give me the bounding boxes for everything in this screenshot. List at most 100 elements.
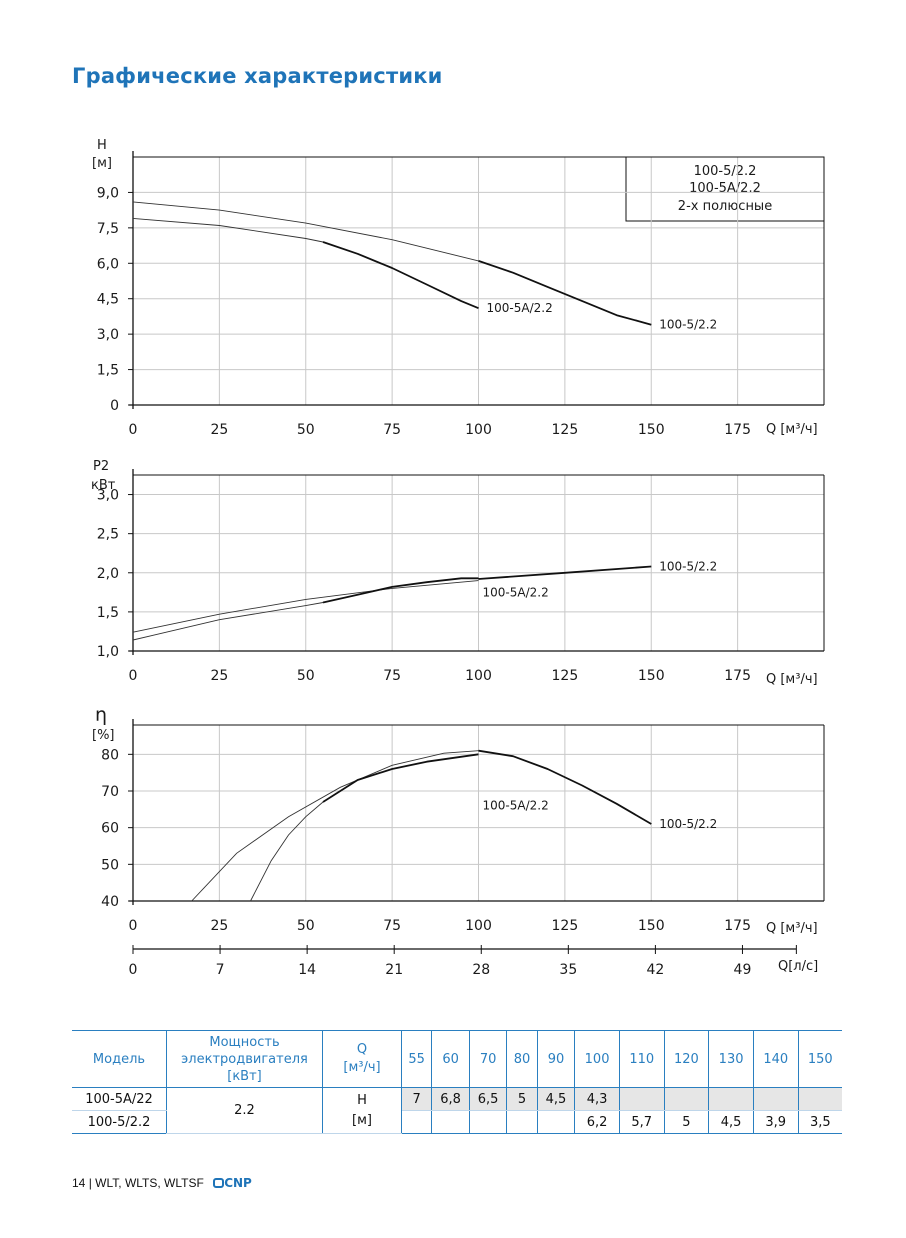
efficiency-chart: η [%] Q [м³/ч] Q[л/с] 0 25 50 75 100 125 150 17… <box>92 704 825 978</box>
head-legend-line-3: 2-х полюсные <box>678 199 772 214</box>
table-cell <box>619 1087 665 1111</box>
table-cell <box>431 1110 470 1134</box>
power-y-label: P2 <box>93 459 109 474</box>
x-tick-label: 150 <box>638 422 665 435</box>
header-flow-line-2: [м³/ч] <box>343 1060 381 1075</box>
table-cell: 4,3 <box>574 1087 620 1111</box>
series-curve <box>478 749 652 825</box>
x-tick-label: 100 <box>465 668 492 684</box>
footer-series: WLT, WLTS, WLTSF <box>95 1176 204 1190</box>
x-tick-label: 125 <box>552 422 579 435</box>
page-title: Графические характеристики <box>72 64 443 88</box>
footer-separator: | <box>88 1176 92 1190</box>
y-tick-label: 6,0 <box>97 256 119 272</box>
table-cell: 6,2 <box>574 1110 620 1134</box>
performance-table: Модель Мощность электродвигателя [кВт] Q… <box>72 1030 842 1134</box>
table-cell <box>401 1110 433 1134</box>
x-tick-label: 150 <box>638 918 665 934</box>
secondary-tick-label: 0 <box>129 962 138 978</box>
eff-secondary-x-label: Q[л/с] <box>778 959 818 974</box>
table-cell: 5 <box>506 1087 538 1111</box>
header-flow: Q [м³/ч] <box>322 1030 402 1088</box>
y-tick-label: 50 <box>101 857 119 873</box>
x-tick-label: 175 <box>724 668 751 684</box>
series-curve-thin <box>132 580 479 633</box>
y-tick-label: 1,5 <box>97 605 119 621</box>
secondary-tick-label: 7 <box>216 962 225 978</box>
header-power: Мощность электродвигателя [кВт] <box>166 1030 323 1088</box>
flow-col-header: 120 <box>664 1030 710 1088</box>
y-tick-label: 3,0 <box>97 488 119 504</box>
table-row: 100-5/2.2 6,2 5,7 5 4,5 3,9 3,5 <box>72 1110 842 1134</box>
series-curve-thin <box>132 201 479 262</box>
table-cell <box>506 1110 538 1134</box>
series-label: 100-5A/2.2 <box>483 585 549 599</box>
table-cell: 7 <box>401 1087 433 1111</box>
row-model: 100-5/2.2 <box>72 1110 167 1134</box>
table-header-row: Модель Мощность электродвигателя [кВт] Q… <box>72 1030 842 1088</box>
secondary-tick-label: 42 <box>646 962 664 978</box>
x-tick-label: 175 <box>724 422 751 435</box>
x-tick-label: 100 <box>465 918 492 934</box>
secondary-tick-label: 21 <box>385 962 403 978</box>
flow-col-header: 130 <box>708 1030 754 1088</box>
y-tick-label: 3,0 <box>97 327 119 343</box>
cnp-logo-icon <box>213 1178 225 1188</box>
header-power-line-2: электродвигателя <box>181 1051 308 1067</box>
table-cell <box>537 1110 576 1134</box>
y-tick-label: 1,5 <box>97 363 119 379</box>
table-cell <box>664 1087 710 1111</box>
series-label: 100-5A/2.2 <box>487 301 553 315</box>
flow-col-header: 140 <box>753 1030 799 1088</box>
table-row: 100-5A/22 2.2 H [м] 7 6,8 6,5 5 4,5 4,3 <box>72 1087 842 1134</box>
x-tick-label: 50 <box>297 918 315 934</box>
flow-col-header: 150 <box>798 1030 842 1088</box>
y-tick-label: 9,0 <box>97 185 119 201</box>
x-tick-label: 150 <box>638 668 665 684</box>
table-cell <box>798 1087 842 1111</box>
flow-col-header: 55 <box>401 1030 433 1088</box>
series-curve <box>322 577 479 604</box>
y-tick-label: 60 <box>101 821 119 837</box>
flow-col-header: 70 <box>469 1030 508 1088</box>
table-cell: 5 <box>664 1110 710 1134</box>
param-line-2: [м] <box>352 1112 372 1128</box>
x-tick-label: 50 <box>297 422 315 435</box>
table-cell <box>469 1110 508 1134</box>
y-tick-label: 1,0 <box>97 644 119 660</box>
y-tick-label: 40 <box>101 894 119 910</box>
table-cell: 4,5 <box>537 1087 576 1111</box>
x-tick-label: 25 <box>210 668 228 684</box>
y-tick-label: 2,0 <box>97 566 119 582</box>
series-label: 100-5/2.2 <box>659 560 717 574</box>
flow-col-header: 60 <box>431 1030 470 1088</box>
table-cell: 3,9 <box>753 1110 799 1134</box>
table-cell: 4,5 <box>708 1110 754 1134</box>
series-curve <box>322 241 479 310</box>
table-cell: 5,7 <box>619 1110 665 1134</box>
flow-col-header: 90 <box>537 1030 576 1088</box>
page-footer: 14 | WLT, WLTS, WLTSF CNP <box>72 1176 252 1190</box>
flow-col-header: 110 <box>619 1030 665 1088</box>
param-line-1: H <box>357 1092 367 1108</box>
series-label: 100-5/2.2 <box>659 318 717 332</box>
y-tick-label: 4,5 <box>97 292 119 308</box>
x-tick-label: 0 <box>129 422 138 435</box>
x-tick-label: 50 <box>297 668 315 684</box>
table-cell <box>753 1087 799 1111</box>
x-tick-label: 125 <box>552 668 579 684</box>
power-y-unit: кВт <box>91 478 116 493</box>
eff-x-label: Q [м³/ч] <box>766 921 818 936</box>
x-tick-label: 25 <box>210 918 228 934</box>
series-curve <box>322 753 479 803</box>
flow-col-header: 100 <box>574 1030 620 1088</box>
secondary-tick-label: 35 <box>559 962 577 978</box>
x-tick-label: 75 <box>383 422 401 435</box>
header-power-line-1: Мощность <box>209 1034 280 1050</box>
table-cell <box>708 1087 754 1111</box>
header-power-line-3: [кВт] <box>227 1068 262 1084</box>
head-legend-line-1: 100-5/2.2 <box>694 164 757 179</box>
series-curve-thin <box>250 801 324 902</box>
table-cell: 6,5 <box>469 1087 508 1111</box>
head-legend-line-2: 100-5A/2.2 <box>689 181 761 196</box>
